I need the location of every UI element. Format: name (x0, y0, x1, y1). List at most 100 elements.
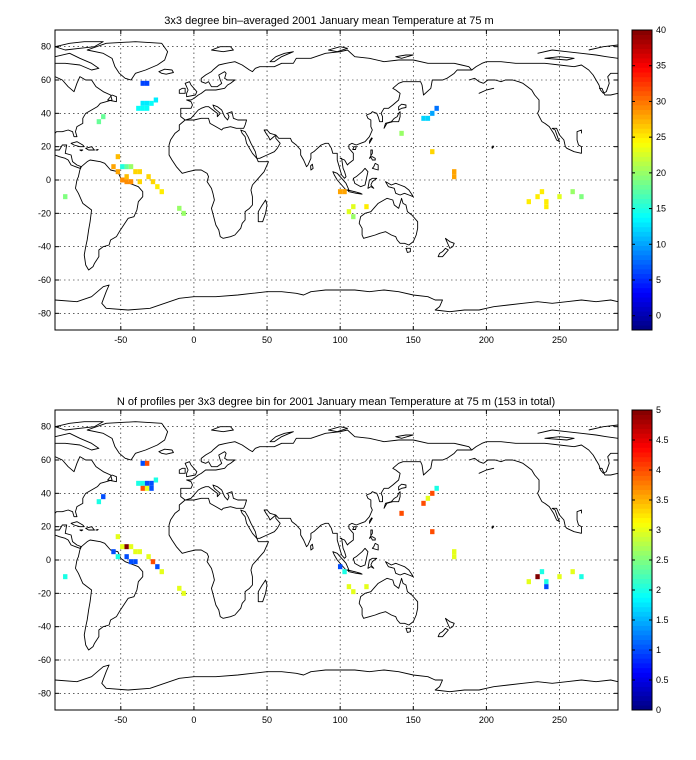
data-cell (351, 214, 356, 220)
colorbar-segment (632, 292, 652, 298)
data-cell (128, 164, 134, 170)
data-cell (153, 97, 159, 103)
x-tick-label: 150 (406, 715, 421, 725)
data-cell (181, 590, 186, 596)
data-cell (144, 100, 150, 106)
colorbar-segment (632, 587, 652, 594)
colorbar-segment (632, 512, 652, 519)
data-cell (570, 569, 575, 575)
colorbar-segment (632, 189, 652, 195)
colorbar-segment (632, 470, 652, 476)
colorbar-segment (632, 81, 652, 87)
data-cell (351, 204, 356, 210)
y-tick-label: -40 (38, 622, 51, 632)
colorbar-segment (632, 606, 652, 612)
colorbar-tick-label: 15 (656, 204, 666, 214)
colorbar-tick-label: 40 (656, 25, 666, 35)
panel-1-grid (55, 30, 618, 330)
colorbar-tick-label: 5 (656, 275, 661, 285)
colorbar-segment (632, 559, 652, 565)
colorbar-segment (632, 480, 652, 486)
colorbar-segment (632, 310, 652, 317)
data-cell (535, 194, 540, 200)
colorbar-segment (632, 142, 652, 148)
data-cell (342, 189, 347, 195)
colorbar-segment (632, 151, 652, 157)
colorbar-segment (632, 118, 652, 125)
colorbar-segment (632, 686, 652, 692)
data-cell (425, 495, 431, 501)
colorbar-segment (632, 690, 652, 697)
data-cell (120, 544, 125, 550)
data-cell (120, 164, 125, 170)
colorbar-segment (632, 198, 652, 204)
y-tick-label: 20 (41, 142, 51, 152)
data-cell (539, 569, 545, 575)
data-cell (155, 564, 160, 570)
colorbar-segment (632, 123, 652, 129)
data-cell (146, 554, 151, 560)
data-cell (570, 189, 575, 195)
colorbar-segment (632, 109, 652, 115)
data-cell (144, 485, 150, 491)
x-tick-label: 100 (333, 715, 348, 725)
colorbar-segment (632, 419, 652, 425)
data-cell (364, 584, 369, 590)
colorbar-tick-label: 25 (656, 132, 666, 142)
colorbar-tick-label: 10 (656, 239, 666, 249)
data-cell (101, 114, 106, 120)
colorbar-segment (632, 573, 652, 580)
data-cell (177, 205, 182, 211)
data-cell (399, 130, 404, 136)
data-cell (120, 177, 125, 183)
colorbar-segment (632, 644, 652, 650)
colorbar-segment (632, 193, 652, 200)
colorbar-tick-label: 3.5 (656, 495, 669, 505)
y-tick-label: 60 (41, 75, 51, 85)
colorbar-segment (632, 29, 652, 35)
colorbar-segment (632, 658, 652, 664)
x-tick-label: 50 (262, 715, 272, 725)
y-tick-label: 0 (46, 175, 51, 185)
colorbar-tick-label: 0 (656, 705, 661, 715)
colorbar-segment (632, 250, 652, 256)
colorbar-segment (632, 648, 652, 655)
colorbar-segment (632, 207, 652, 214)
data-cell (346, 584, 352, 590)
y-tick-label: 80 (41, 422, 51, 432)
colorbar-segment (632, 569, 652, 575)
data-cell (111, 549, 116, 555)
panel-2-data-cells (63, 460, 584, 596)
colorbar-segment (632, 489, 652, 495)
panel-2-colorbar: 5 4.5 4 3.5 3 2.5 2 1.5 1 0.5 0 (631, 405, 669, 715)
colorbar-segment (632, 475, 652, 481)
colorbar-segment (632, 447, 652, 453)
colorbar-segment (632, 550, 652, 556)
panel-2-grid (55, 410, 618, 710)
colorbar-segment (632, 461, 652, 467)
data-cell (421, 115, 426, 121)
colorbar-segment (632, 508, 652, 514)
data-cell (430, 149, 435, 155)
colorbar-segment (632, 662, 652, 669)
y-tick-label: 60 (41, 455, 51, 465)
colorbar-segment (632, 484, 652, 490)
colorbar-segment (632, 465, 652, 472)
data-cell (115, 154, 121, 160)
colorbar-tick-label: 4.5 (656, 435, 669, 445)
data-cell (544, 199, 549, 205)
data-cell (430, 110, 435, 116)
colorbar-segment (632, 578, 652, 584)
colorbar-segment (632, 601, 652, 608)
x-tick-label: 100 (333, 335, 348, 345)
colorbar-segment (632, 137, 652, 143)
data-cell (140, 80, 145, 86)
colorbar-segment (632, 672, 652, 678)
data-cell (149, 480, 154, 486)
colorbar-segment (632, 132, 652, 139)
colorbar-segment (632, 625, 652, 631)
y-tick-label: -60 (38, 655, 51, 665)
data-cell (140, 485, 145, 491)
colorbar-frame (631, 29, 653, 331)
x-tick-label: 0 (191, 335, 196, 345)
